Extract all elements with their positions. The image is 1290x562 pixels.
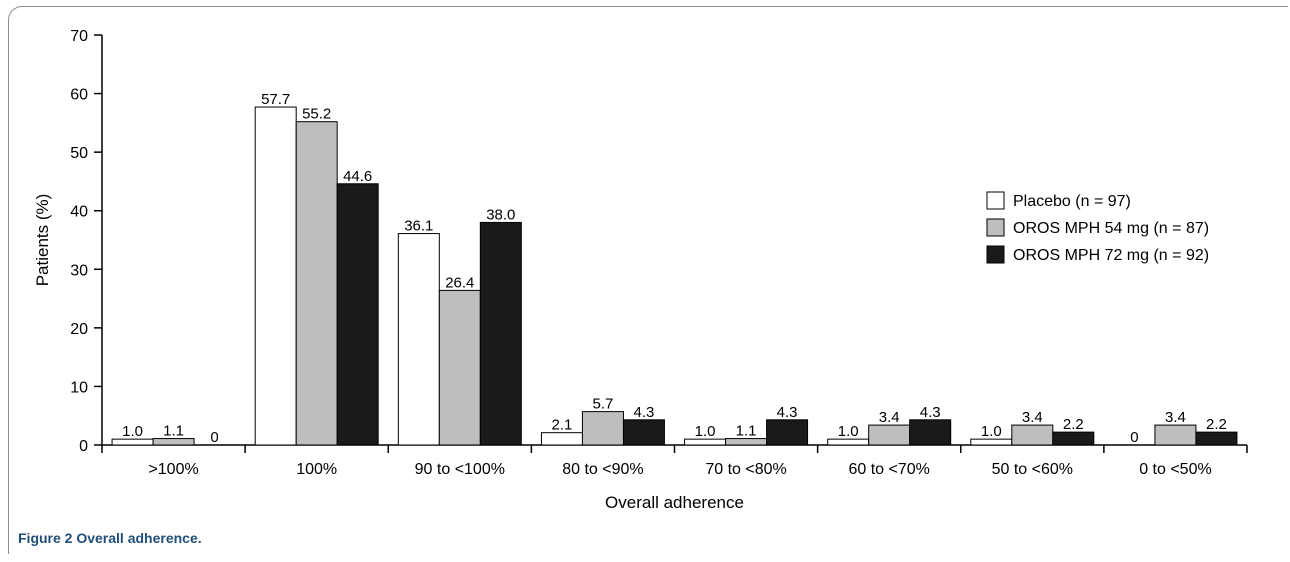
y-tick-label: 30: [70, 262, 88, 279]
x-tick-label: 100%: [296, 461, 337, 478]
bar: [479, 221, 522, 446]
x-tick-label: 0 to <50%: [1139, 461, 1212, 478]
data-label: 1.0: [838, 423, 859, 440]
data-label: 4.3: [777, 404, 798, 421]
bar: [1011, 424, 1054, 446]
y-tick-label: 0: [79, 438, 88, 455]
data-label: 57.7: [261, 91, 290, 108]
data-label: 2.1: [552, 417, 573, 434]
bar: [766, 419, 809, 446]
bar: [581, 411, 624, 446]
data-label: 2.2: [1206, 416, 1227, 433]
data-label: 1.1: [736, 423, 757, 440]
data-label: 38.0: [486, 206, 515, 223]
x-tick-label: 70 to <80%: [705, 461, 786, 478]
bar: [152, 438, 195, 446]
bar: [1195, 431, 1238, 446]
data-label: 36.1: [404, 218, 433, 235]
data-label: 2.2: [1063, 416, 1084, 433]
legend-swatch: [986, 191, 1005, 210]
legend-label: OROS MPH 54 mg (n = 87): [1013, 220, 1209, 237]
data-label: 1.0: [122, 423, 143, 440]
x-tick-label: 80 to <90%: [562, 461, 643, 478]
legend-swatch: [986, 218, 1005, 237]
data-label: 55.2: [302, 106, 331, 123]
y-tick-label: 70: [70, 28, 88, 45]
data-label: 0: [210, 429, 218, 446]
bar: [868, 424, 911, 446]
data-label: 4.3: [634, 404, 655, 421]
x-axis-title: Overall adherence: [605, 493, 744, 512]
legend-label: OROS MPH 72 mg (n = 92): [1013, 247, 1209, 264]
figure-caption: Figure 2 Overall adherence.: [18, 530, 202, 546]
bar: [622, 419, 665, 446]
bar: [540, 432, 583, 446]
y-tick-label: 10: [70, 379, 88, 396]
data-label: 4.3: [920, 404, 941, 421]
bar: [397, 233, 440, 446]
bar: [1052, 431, 1095, 446]
legend-label: Placebo (n = 97): [1013, 193, 1131, 210]
y-tick-label: 50: [70, 145, 88, 162]
bar: [254, 106, 297, 446]
y-tick-label: 60: [70, 87, 88, 104]
bar: [336, 183, 379, 446]
x-tick-label: 90 to <100%: [415, 461, 505, 478]
data-label: 44.6: [343, 168, 372, 185]
data-label: 0: [1130, 429, 1138, 446]
data-label: 1.0: [695, 423, 716, 440]
data-label: 1.0: [981, 423, 1002, 440]
x-tick-label: >100%: [148, 461, 198, 478]
bar: [1154, 424, 1197, 446]
y-axis-title: Patients (%): [33, 194, 52, 287]
data-label: 1.1: [163, 423, 184, 440]
legend-swatch: [986, 245, 1005, 264]
y-tick-label: 40: [70, 204, 88, 221]
data-label: 3.4: [1165, 409, 1186, 426]
x-tick-label: 60 to <70%: [848, 461, 929, 478]
data-label: 3.4: [1022, 409, 1043, 426]
y-tick-label: 20: [70, 321, 88, 338]
bar: [438, 289, 481, 446]
figure-frame: [8, 6, 1288, 554]
bar-chart: 0 10 20 30 40 50 60 70 1.0 1.1 0 >100% 57.7 55.2 44.6 1…: [33, 28, 1248, 512]
data-label: 3.4: [879, 409, 900, 426]
bar: [909, 419, 952, 446]
data-label: 26.4: [445, 274, 474, 291]
data-label: 5.7: [593, 396, 614, 413]
bar: [295, 121, 338, 446]
x-tick-label: 50 to <60%: [992, 461, 1073, 478]
